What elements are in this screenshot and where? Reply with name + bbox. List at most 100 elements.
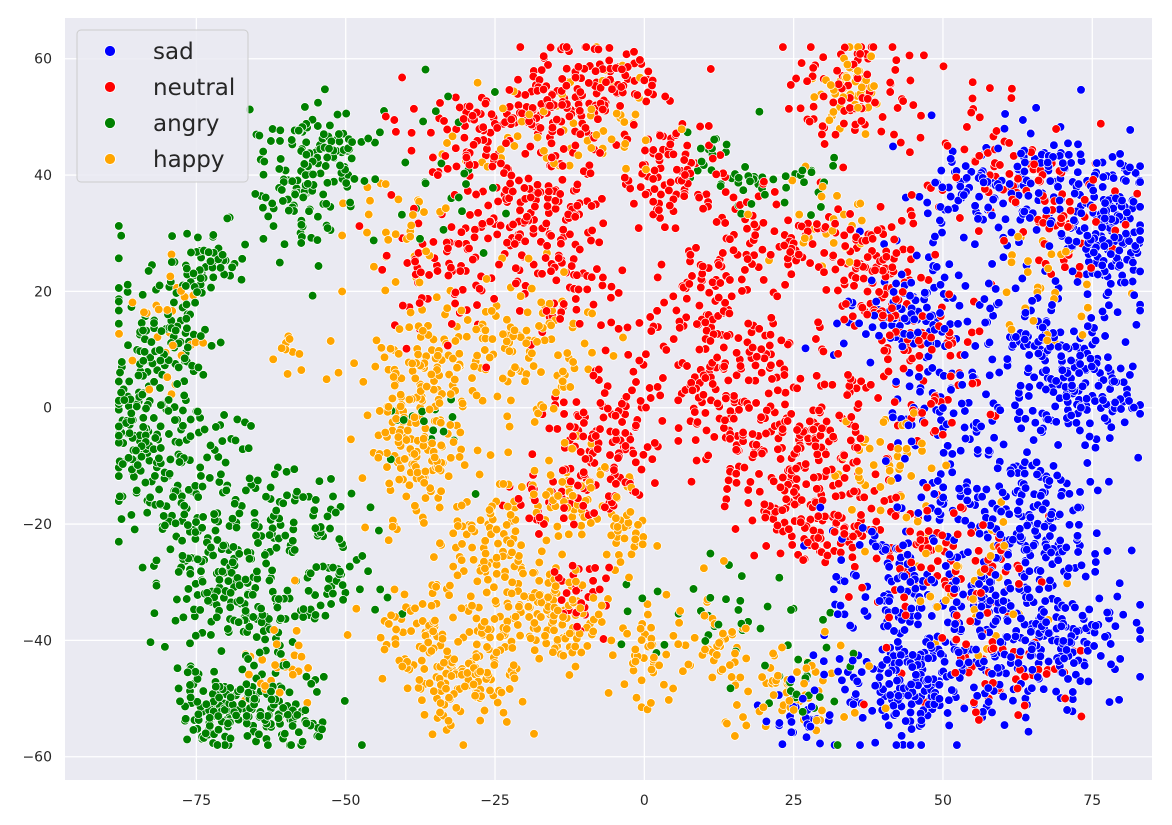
scatter-point-happy — [743, 209, 753, 220]
scatter-point-sad — [870, 738, 880, 748]
scatter-point-sad — [1097, 260, 1107, 270]
scatter-point-neutral — [492, 123, 502, 133]
scatter-point-neutral — [435, 98, 445, 108]
scatter-point-neutral — [655, 390, 665, 401]
scatter-point-sad — [880, 545, 891, 555]
scatter-point-happy — [621, 164, 631, 174]
scatter-point-neutral — [839, 473, 850, 483]
scatter-point-happy — [893, 444, 903, 454]
scatter-point-happy — [358, 377, 368, 387]
scatter-point-angry — [275, 136, 285, 146]
scatter-point-angry — [235, 595, 245, 606]
scatter-point-angry — [331, 507, 341, 518]
scatter-point-happy — [396, 463, 406, 473]
scatter-point-angry — [114, 319, 124, 329]
scatter-point-angry — [160, 642, 170, 652]
scatter-point-neutral — [1060, 693, 1070, 704]
scatter-point-neutral — [590, 66, 601, 76]
scatter-point-sad — [991, 284, 1001, 294]
scatter-point-neutral — [999, 236, 1009, 246]
scatter-point-happy — [562, 348, 572, 358]
scatter-point-neutral — [665, 139, 675, 149]
scatter-point-happy — [394, 324, 405, 334]
scatter-point-neutral — [855, 433, 866, 444]
scatter-point-happy — [282, 369, 293, 379]
scatter-point-sad — [1074, 368, 1084, 378]
scatter-point-happy — [405, 231, 415, 242]
scatter-point-happy — [906, 471, 916, 481]
scatter-point-neutral — [946, 371, 956, 381]
scatter-point-sad — [1103, 352, 1113, 362]
scatter-point-sad — [1052, 470, 1062, 481]
scatter-point-neutral — [847, 552, 858, 562]
scatter-point-neutral — [887, 42, 898, 52]
scatter-point-sad — [1115, 149, 1125, 159]
scatter-point-neutral — [591, 431, 601, 441]
scatter-point-sad — [941, 561, 951, 571]
scatter-point-sad — [1064, 520, 1075, 530]
scatter-point-sad — [903, 690, 913, 701]
scatter-point-neutral — [828, 432, 838, 442]
scatter-point-neutral — [672, 165, 682, 175]
scatter-point-angry — [320, 611, 331, 621]
scatter-point-happy — [463, 315, 473, 325]
scatter-point-sad — [1116, 363, 1126, 374]
scatter-point-happy — [985, 551, 996, 561]
scatter-point-angry — [114, 283, 124, 293]
scatter-point-happy — [390, 639, 401, 649]
scatter-point-angry — [205, 440, 216, 451]
scatter-point-happy — [615, 557, 626, 567]
scatter-point-sad — [960, 433, 971, 444]
scatter-point-happy — [489, 582, 499, 592]
scatter-point-angry — [115, 367, 125, 378]
scatter-point-happy — [816, 191, 827, 202]
scatter-point-happy — [553, 350, 563, 360]
scatter-point-happy — [446, 453, 456, 463]
scatter-point-neutral — [481, 362, 491, 373]
scatter-point-happy — [623, 518, 634, 528]
scatter-point-sad — [1048, 461, 1059, 471]
scatter-point-sad — [946, 191, 956, 202]
scatter-point-neutral — [614, 288, 624, 298]
scatter-point-happy — [394, 474, 404, 485]
scatter-point-happy — [620, 139, 630, 149]
scatter-point-angry — [768, 174, 778, 185]
scatter-point-neutral — [839, 529, 849, 539]
scatter-point-sad — [914, 192, 925, 202]
scatter-point-happy — [792, 667, 802, 677]
scatter-point-neutral — [849, 281, 859, 291]
scatter-point-neutral — [811, 334, 821, 344]
scatter-point-neutral — [915, 535, 926, 545]
scatter-point-sad — [1043, 656, 1054, 667]
scatter-point-sad — [1068, 687, 1078, 697]
scatter-point-neutral — [930, 250, 940, 260]
scatter-point-neutral — [828, 97, 838, 108]
scatter-point-angry — [182, 734, 192, 745]
scatter-point-happy — [506, 395, 516, 406]
scatter-point-angry — [745, 176, 755, 186]
scatter-point-neutral — [668, 291, 678, 301]
scatter-point-happy — [498, 103, 508, 114]
scatter-point-neutral — [597, 280, 608, 291]
scatter-point-sad — [786, 727, 797, 737]
scatter-point-neutral — [945, 351, 956, 361]
scatter-point-neutral — [878, 266, 888, 276]
scatter-point-sad — [911, 670, 921, 680]
scatter-point-neutral — [613, 324, 624, 334]
scatter-point-happy — [707, 672, 717, 683]
scatter-point-happy — [570, 661, 581, 672]
scatter-point-angry — [363, 133, 373, 144]
scatter-point-angry — [258, 234, 269, 244]
scatter-point-sad — [1051, 417, 1061, 427]
scatter-point-neutral — [703, 450, 713, 461]
scatter-point-neutral — [572, 201, 582, 211]
scatter-point-sad — [985, 577, 995, 587]
scatter-point-angry — [298, 192, 308, 203]
scatter-point-neutral — [770, 187, 780, 197]
scatter-point-happy — [630, 534, 640, 544]
scatter-point-sad — [1098, 182, 1108, 192]
scatter-point-sad — [1028, 435, 1039, 445]
scatter-point-sad — [1075, 676, 1086, 686]
scatter-point-happy — [1082, 279, 1092, 290]
scatter-point-angry — [652, 586, 663, 597]
